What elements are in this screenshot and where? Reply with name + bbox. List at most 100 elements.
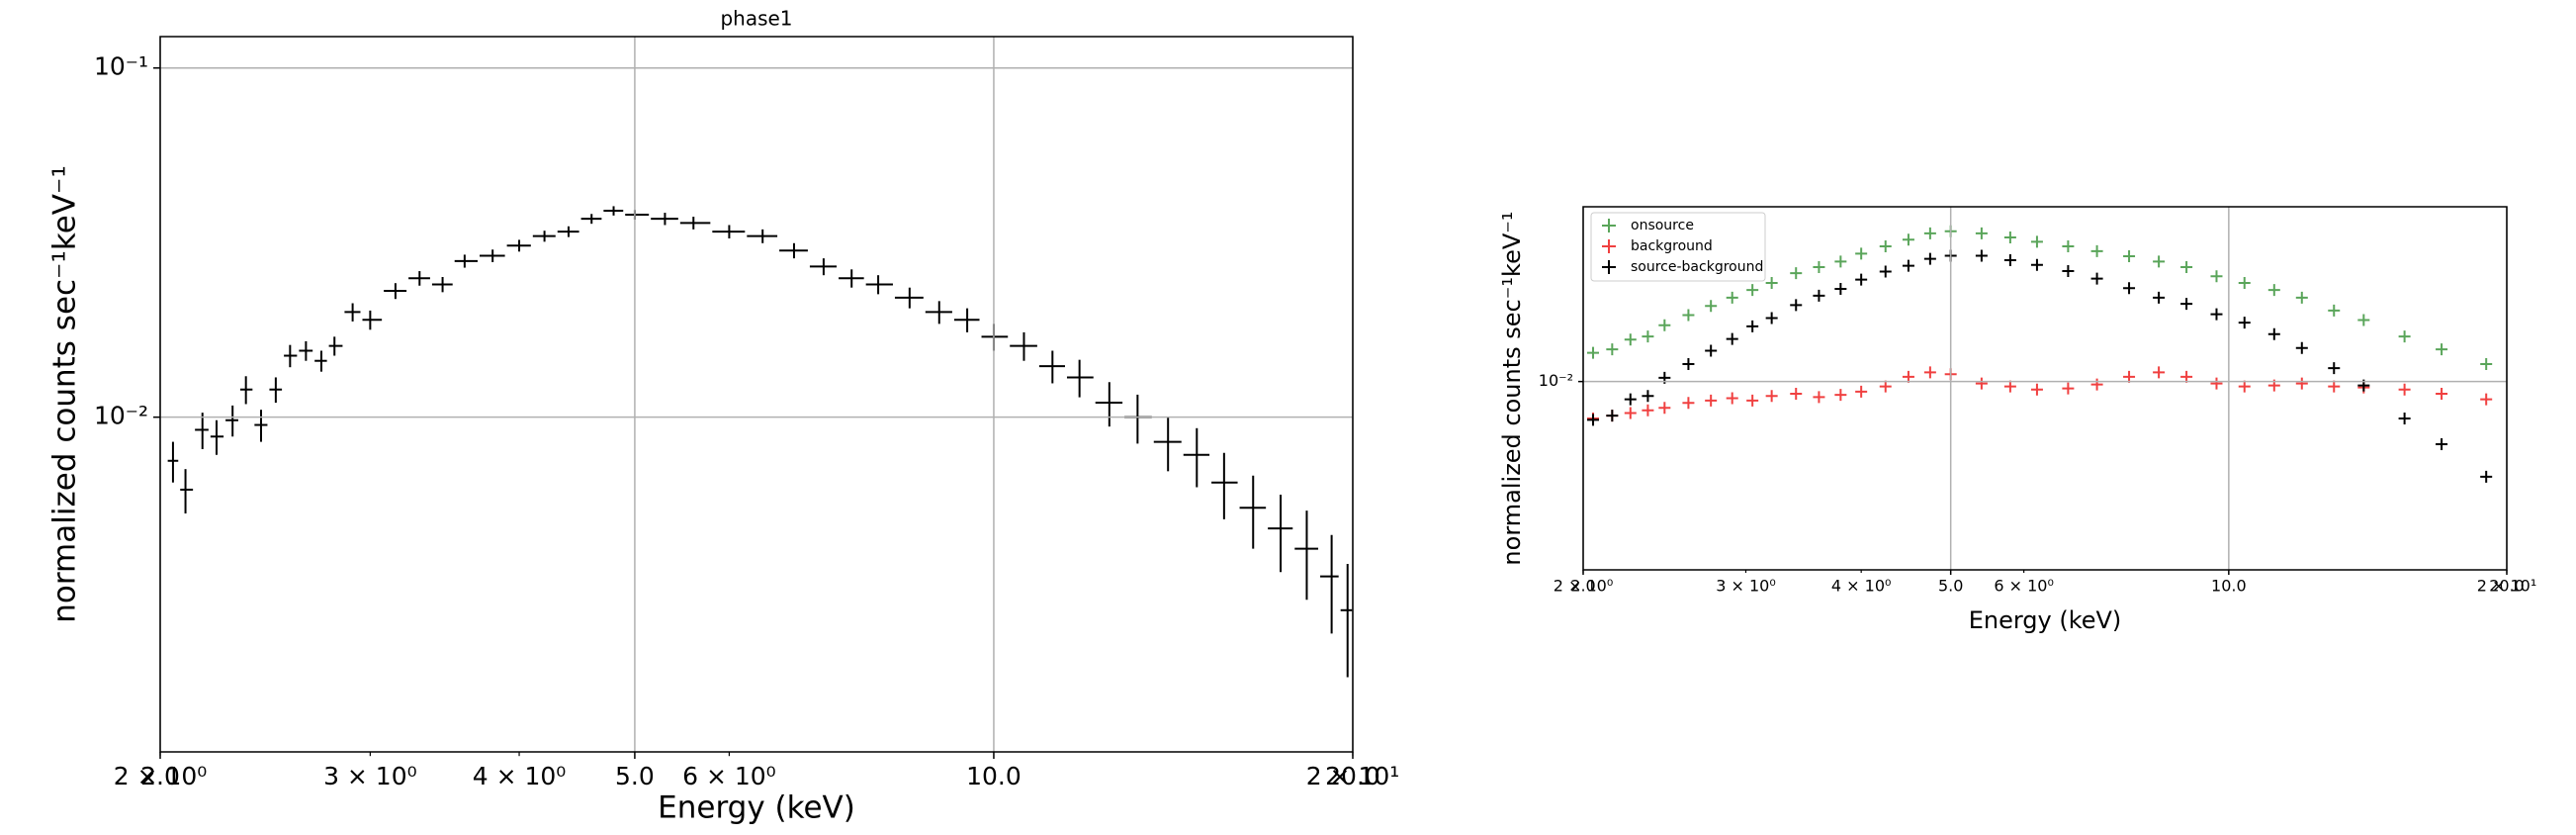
y-tick-label: 10⁻¹ bbox=[94, 52, 148, 81]
data-point bbox=[1790, 267, 1803, 280]
legend-label: onsource bbox=[1631, 218, 1694, 233]
data-point bbox=[1705, 344, 1718, 357]
data-point bbox=[1855, 273, 1868, 286]
data-point bbox=[1705, 300, 1718, 313]
data-point bbox=[2210, 308, 2223, 321]
data-point bbox=[1902, 259, 1914, 272]
data-point bbox=[2090, 244, 2103, 257]
data-point bbox=[1855, 385, 1868, 398]
data-point bbox=[1642, 330, 1654, 343]
data-point bbox=[2123, 282, 2136, 295]
data-point bbox=[1624, 393, 1637, 406]
data-point bbox=[1642, 390, 1654, 403]
data-point bbox=[1606, 343, 1619, 356]
data-point bbox=[2090, 272, 2103, 285]
data-point bbox=[1726, 291, 1738, 304]
x-tick-label: 10.0 bbox=[966, 762, 1022, 790]
data-point bbox=[2267, 327, 2280, 340]
data-point bbox=[1682, 309, 1695, 322]
data-point bbox=[1879, 240, 1892, 253]
x-minor-tick-label: 3 × 10⁰ bbox=[1716, 577, 1776, 596]
data-point bbox=[2357, 314, 2370, 326]
legend-marker bbox=[1602, 219, 1616, 232]
data-point bbox=[1765, 276, 1778, 289]
data-point bbox=[2210, 377, 2223, 390]
data-point bbox=[2062, 382, 2075, 395]
data-point bbox=[1658, 319, 1671, 331]
data-point bbox=[2295, 377, 2308, 390]
legend-label: background bbox=[1631, 238, 1713, 254]
data-point bbox=[2480, 393, 2493, 406]
data-point bbox=[1765, 390, 1778, 403]
data-point bbox=[2398, 383, 2411, 396]
data-point bbox=[1879, 380, 1892, 393]
data-point bbox=[2090, 378, 2103, 391]
data-point bbox=[2328, 304, 2341, 317]
data-point bbox=[2003, 380, 2016, 393]
data-point bbox=[1746, 284, 1759, 297]
data-point bbox=[1975, 227, 1988, 239]
data-point bbox=[2328, 380, 2341, 393]
data-point bbox=[2180, 298, 2193, 311]
x-minor-tick-label: 6 × 10⁰ bbox=[682, 762, 776, 790]
data-point bbox=[2295, 341, 2308, 354]
y-axis-label: normalized counts sec⁻¹keV⁻¹ bbox=[47, 165, 83, 623]
data-point bbox=[1705, 394, 1718, 407]
data-point bbox=[1790, 299, 1803, 312]
x-minor-tick-label: 2 × 10¹ bbox=[1306, 762, 1400, 790]
data-point bbox=[1587, 414, 1600, 426]
data-point bbox=[2003, 232, 2016, 244]
data-point bbox=[2436, 388, 2448, 401]
data-point bbox=[1682, 397, 1695, 410]
x-minor-tick-label: 4 × 10⁰ bbox=[473, 762, 567, 790]
data-point bbox=[1975, 377, 1988, 390]
chart-title: phase1 bbox=[720, 7, 792, 31]
data-point bbox=[1813, 289, 1825, 302]
data-point bbox=[2436, 437, 2448, 450]
data-point bbox=[2153, 255, 2166, 268]
x-axis-label: Energy (keV) bbox=[1969, 606, 2122, 634]
data-point bbox=[1642, 404, 1654, 417]
plot-area bbox=[167, 206, 1353, 678]
legend-box bbox=[1590, 212, 1766, 282]
y-tick-label: 10⁻² bbox=[94, 402, 148, 430]
x-tick-label: 2.0 bbox=[140, 762, 180, 790]
data-point bbox=[2210, 270, 2223, 283]
data-point bbox=[2398, 412, 2411, 424]
data-point bbox=[1879, 265, 1892, 278]
legend-marker bbox=[1602, 239, 1616, 253]
data-point bbox=[2030, 235, 2043, 248]
x-minor-tick-label: 2 × 10¹ bbox=[2477, 577, 2537, 596]
x-tick-label: 20.0 bbox=[1325, 762, 1380, 790]
data-point bbox=[1923, 227, 1936, 239]
data-point bbox=[1624, 407, 1637, 419]
data-point bbox=[2328, 362, 2341, 375]
x-tick-label: 5.0 bbox=[615, 762, 655, 790]
x-minor-tick-label: 2 × 10⁰ bbox=[114, 762, 208, 790]
x-tick-label: 10.0 bbox=[2211, 577, 2247, 596]
data-point bbox=[2238, 317, 2251, 329]
x-minor-tick-label: 6 × 10⁰ bbox=[1994, 577, 2054, 596]
x-axis-label: Energy (keV) bbox=[658, 790, 855, 826]
legend-marker bbox=[1602, 260, 1616, 274]
data-point bbox=[2062, 264, 2075, 277]
x-minor-tick-label: 3 × 10⁰ bbox=[323, 762, 417, 790]
data-point bbox=[1813, 391, 1825, 404]
data-point bbox=[1658, 402, 1671, 415]
data-point bbox=[2003, 253, 2016, 266]
data-point bbox=[2062, 240, 2075, 253]
x-tick-label: 5.0 bbox=[1938, 577, 1963, 596]
data-point bbox=[2030, 383, 2043, 396]
data-point bbox=[1834, 255, 1847, 268]
data-point bbox=[1746, 394, 1759, 407]
plot-frame bbox=[159, 36, 1354, 753]
data-point bbox=[1975, 249, 1988, 262]
data-point bbox=[1606, 410, 1619, 422]
plot-frame bbox=[1582, 206, 2508, 571]
y-axis-label: normalized counts sec⁻¹keV⁻¹ bbox=[1498, 211, 1526, 565]
data-point bbox=[1726, 392, 1738, 405]
data-point bbox=[1726, 332, 1738, 345]
data-point bbox=[2180, 261, 2193, 274]
data-point bbox=[1765, 312, 1778, 325]
